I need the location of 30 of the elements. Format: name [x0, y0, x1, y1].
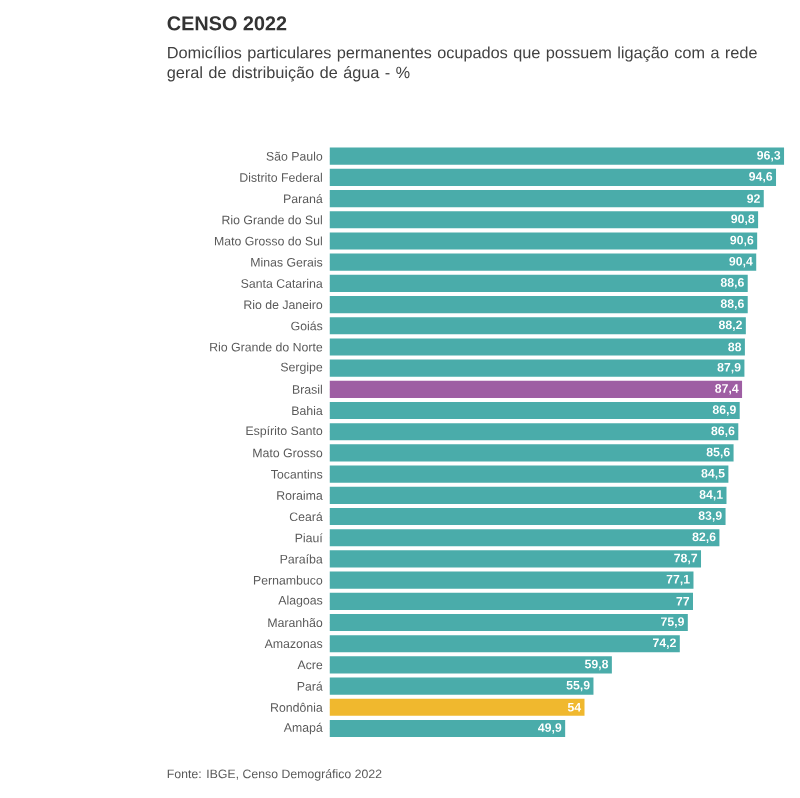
bar	[329, 699, 585, 717]
bar	[329, 190, 764, 208]
bar	[329, 232, 758, 251]
bar	[329, 508, 726, 526]
bar	[329, 656, 612, 674]
bar	[329, 635, 680, 653]
bar	[329, 254, 757, 272]
bar	[329, 614, 688, 632]
chart-subtitle: Domicílios particulares permanentes ocupados que possuem ligação com a rede geral de distribuição de água - %	[167, 46, 757, 83]
bar	[329, 487, 727, 505]
bar	[329, 360, 745, 378]
bar	[329, 444, 734, 463]
bar	[329, 296, 748, 314]
bar	[329, 402, 740, 420]
bar	[329, 720, 566, 738]
bar	[329, 466, 729, 484]
bar	[329, 275, 748, 293]
bar	[329, 593, 694, 611]
bar	[329, 148, 785, 166]
bar	[329, 169, 777, 187]
bar	[329, 317, 746, 335]
bar	[329, 529, 720, 547]
bar	[329, 211, 759, 229]
bar	[329, 550, 702, 568]
bar	[329, 678, 594, 696]
bar	[329, 572, 694, 590]
bar	[329, 423, 739, 441]
bar	[329, 381, 743, 399]
bar	[329, 338, 745, 357]
chart-title: CENSO 2022	[167, 16, 287, 31]
